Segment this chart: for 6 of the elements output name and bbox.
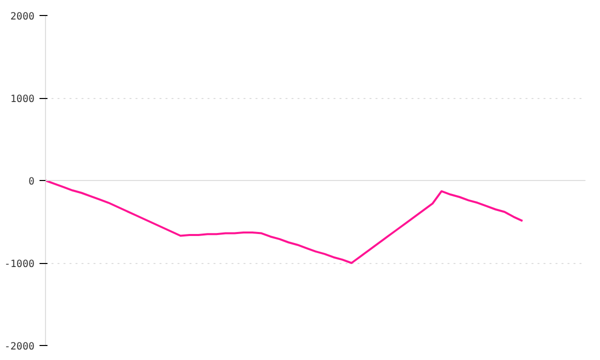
y-tick-label: 1000 xyxy=(10,94,35,105)
y-tick-label: -1000 xyxy=(4,259,35,270)
y-tick-label: 0 xyxy=(28,176,35,188)
y-tick-label: -2000 xyxy=(4,342,35,352)
y-tick-label: 2000 xyxy=(10,12,35,22)
line-series xyxy=(46,180,524,264)
